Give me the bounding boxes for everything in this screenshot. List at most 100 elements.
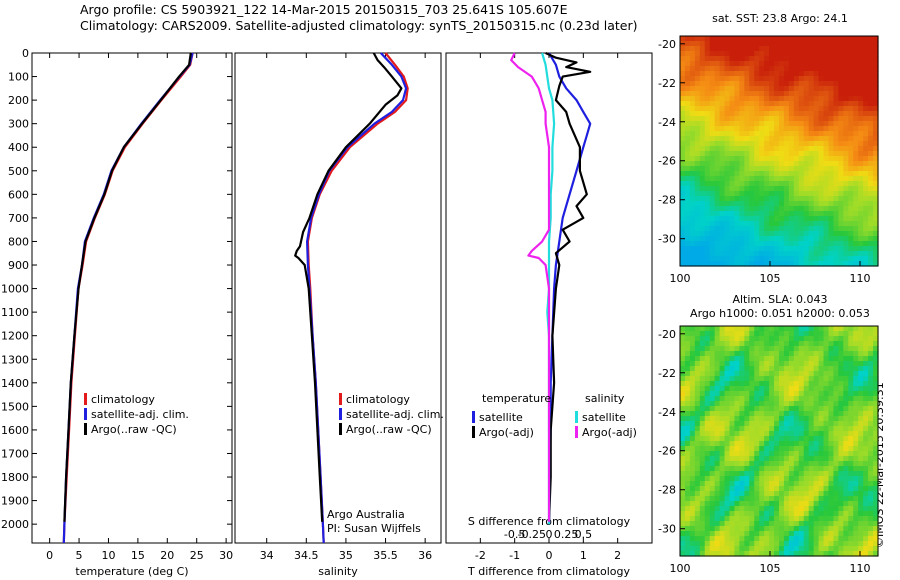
map-cell (739, 51, 745, 57)
map-cell (724, 71, 731, 77)
map-cell (783, 426, 790, 432)
map-cell (749, 541, 755, 547)
map-cell (848, 421, 854, 427)
map-cell (803, 486, 810, 492)
map-cell (813, 486, 820, 492)
map-cell (808, 81, 815, 87)
map-cell (744, 76, 750, 82)
map-cell (749, 131, 755, 137)
map-cell (759, 351, 765, 357)
map-cell (828, 106, 835, 112)
map-cell (694, 71, 701, 77)
map-cell (828, 356, 835, 362)
map-cell (739, 376, 745, 382)
map-cell (759, 126, 765, 132)
map-cell (848, 246, 854, 252)
map-cell (863, 501, 869, 507)
map-cell (774, 466, 780, 472)
map-cell (734, 496, 740, 502)
map-cell (724, 411, 731, 417)
map-cell (704, 471, 711, 477)
map-cell (873, 446, 879, 452)
map-cell (759, 336, 765, 342)
map-cell (769, 531, 775, 537)
map-cell (803, 371, 810, 377)
map-cell (818, 366, 825, 372)
map-cell (823, 261, 830, 267)
map-cell (739, 481, 745, 487)
map-cell (709, 336, 716, 342)
map-cell (749, 71, 755, 77)
map-cell (680, 446, 686, 452)
map-cell (734, 251, 740, 257)
map-cell (689, 546, 696, 552)
map-cell (734, 76, 740, 82)
map-cell (724, 326, 731, 332)
map-cell (699, 356, 706, 362)
map-cell (828, 521, 835, 527)
map-cell (873, 546, 879, 552)
map-cell (694, 151, 701, 157)
map-cell (858, 391, 864, 397)
map-cell (680, 491, 686, 497)
legend-swatch (339, 423, 342, 435)
map-cell (764, 231, 770, 237)
map-cell (803, 446, 810, 452)
map-cell (823, 426, 830, 432)
map-cell (744, 61, 750, 67)
map-cell (818, 221, 825, 227)
map-cell (719, 216, 726, 222)
map-cell (848, 136, 854, 142)
map-cell (808, 426, 815, 432)
map-cell (769, 346, 775, 352)
map-cell (709, 346, 716, 352)
map-cell (729, 376, 736, 382)
map-cell (680, 61, 686, 67)
map-cell (818, 101, 825, 107)
map-cell (764, 376, 770, 382)
map-cell (798, 331, 805, 337)
map-cell (749, 471, 755, 477)
map-cell (873, 136, 879, 142)
map-cell (769, 196, 775, 202)
map-cell (828, 526, 835, 532)
map-cell (734, 56, 740, 62)
map-cell (833, 176, 839, 182)
map-cell (719, 101, 726, 107)
map-cell (744, 151, 750, 157)
map-cell (873, 481, 879, 487)
map-cell (818, 436, 825, 442)
xtick-label: 0 (546, 549, 553, 562)
map-xtick-label: 110 (850, 562, 871, 575)
map-cell (739, 251, 745, 257)
legend-swatch (84, 423, 87, 435)
map-cell (853, 186, 859, 192)
map-cell (828, 451, 835, 457)
map-cell (833, 211, 839, 217)
map-cell (699, 196, 706, 202)
map-cell (803, 356, 810, 362)
map-0-cells (680, 36, 879, 267)
map-cell (873, 541, 879, 547)
map-cell (853, 231, 859, 237)
map-cell (704, 36, 711, 42)
map-cell (684, 141, 691, 147)
map-cell (783, 36, 790, 42)
map-cell (843, 411, 849, 417)
map-cell (783, 486, 790, 492)
map-cell (868, 101, 874, 107)
map-cell (873, 456, 879, 462)
map-cell (788, 546, 795, 552)
map-cell (858, 491, 864, 497)
map-cell (714, 376, 721, 382)
map-cell (699, 426, 706, 432)
map-cell (754, 371, 760, 377)
map-cell (828, 541, 835, 547)
map-cell (798, 241, 805, 247)
map-cell (694, 541, 701, 547)
map-cell (749, 416, 755, 422)
map-cell (833, 481, 839, 487)
map-cell (873, 376, 879, 382)
map-cell (828, 231, 835, 237)
